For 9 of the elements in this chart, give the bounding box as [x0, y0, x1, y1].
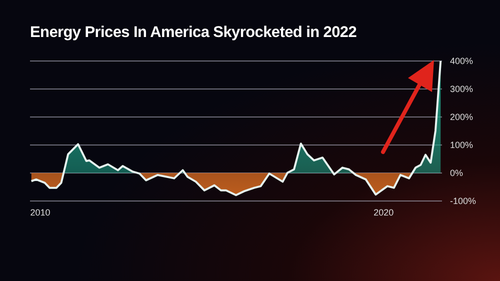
y-tick-label: 100% — [450, 140, 474, 150]
y-tick-label: 0% — [450, 168, 464, 178]
y-tick-label: 200% — [450, 112, 474, 122]
chart-title: Energy Prices In America Skyrocketed in 2022 — [30, 24, 357, 42]
y-tick-label: 300% — [450, 84, 474, 94]
x-tick-label: 2020 — [374, 207, 394, 218]
y-tick-label: 400% — [450, 56, 474, 66]
y-tick-label: -100% — [450, 196, 476, 206]
x-tick-label: 2010 — [30, 207, 50, 218]
